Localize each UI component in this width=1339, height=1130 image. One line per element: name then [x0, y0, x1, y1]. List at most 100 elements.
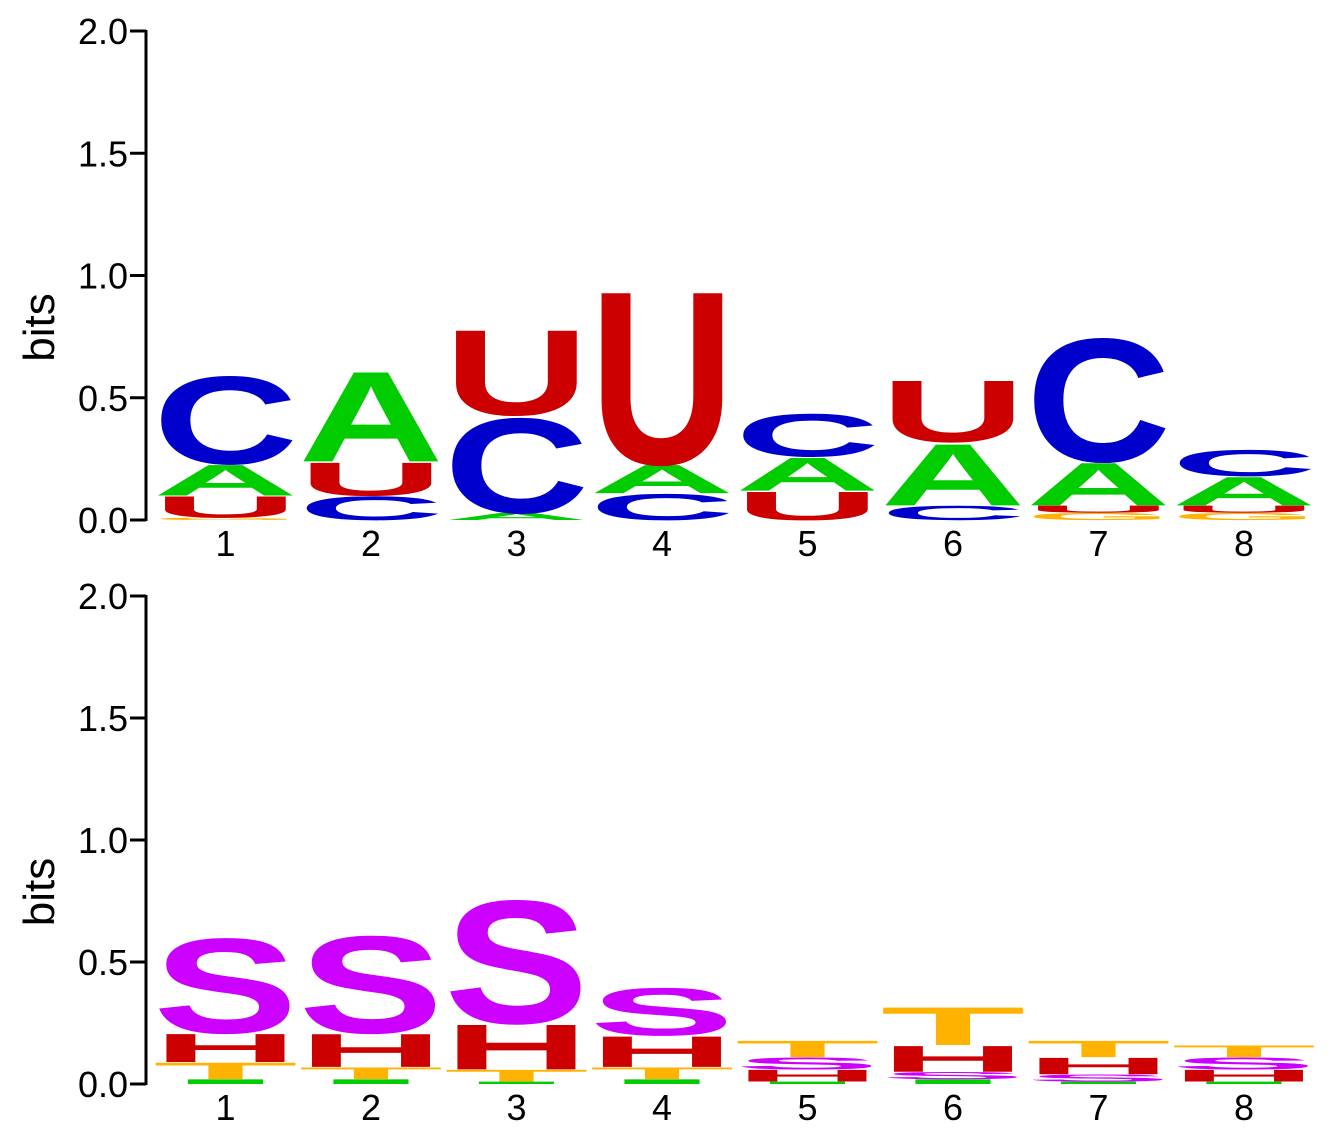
position-label: 4 [652, 1087, 672, 1128]
logo-letter-a: A [590, 456, 735, 502]
logo-letter-a: A [153, 455, 298, 505]
logo-letter-c: C [1172, 442, 1317, 484]
logo-letter-u: U [299, 453, 444, 506]
y-tick-label: 0.0 [78, 500, 128, 541]
position-label: 7 [1088, 1087, 1108, 1128]
position-label: 5 [797, 523, 817, 564]
position-label: 6 [943, 1087, 963, 1128]
logo-letter-i: I [444, 1081, 589, 1085]
logo-letter-u: U [1026, 503, 1171, 514]
position-label: 1 [215, 523, 235, 564]
logo-letter-h: H [735, 1066, 880, 1085]
logo-letter-t: T [590, 1064, 735, 1083]
letter-stack: CUA [299, 344, 444, 527]
logo-letter-t: T [444, 1066, 589, 1085]
logo-letter-t: T [153, 1058, 298, 1085]
y-tick-label: 1.0 [78, 256, 128, 297]
y-tick-label: 1.0 [78, 820, 128, 861]
logo-letter-t: T [881, 996, 1026, 1056]
logo-letter-s: S [1026, 1072, 1171, 1083]
position-label: 2 [361, 523, 381, 564]
logo-letter-h: H [153, 1025, 298, 1070]
logo-letter-c: C [735, 402, 880, 470]
logo-letter-u: U [1172, 503, 1317, 514]
logo-letter-h: H [1026, 1053, 1171, 1079]
logo-letter-t: T [1026, 1036, 1171, 1063]
y-tick-label: 1.5 [78, 133, 128, 174]
y-tick-label: 2.0 [78, 576, 128, 617]
logo-letter-h: H [881, 1038, 1026, 1080]
logo-letter-t: T [735, 1036, 880, 1063]
position-label: 8 [1234, 523, 1254, 564]
letter-stack: CAU [881, 362, 1026, 524]
position-label: 3 [506, 523, 526, 564]
logo-letter-s: S [881, 1070, 1026, 1081]
letter-stack: CAU [590, 240, 735, 528]
logo-letter-s: S [444, 864, 589, 1061]
logo-letter-u: U [735, 483, 880, 529]
logo-letter-i: I [590, 1078, 735, 1086]
logo-letter-i: I [153, 1078, 298, 1086]
logo-letter-s: S [735, 1054, 880, 1073]
y-tick-label: 1.5 [78, 698, 128, 739]
logo-letter-a: A [444, 511, 589, 522]
logo-letter-a: A [299, 344, 444, 489]
logo-letter-s: S [153, 911, 298, 1062]
logo-letter-c: C [1026, 303, 1171, 500]
logo-letter-i: I [299, 1078, 444, 1086]
logo-letter-i: I [735, 1081, 880, 1085]
y-axis-title: bits [15, 293, 64, 361]
logo-letter-s: S [590, 974, 735, 1050]
logo-letter-u: U [590, 240, 735, 517]
logo-letter-c: C [444, 391, 589, 542]
logo-letter-h: H [590, 1027, 735, 1076]
logo-letter-g: G [153, 517, 298, 521]
logo-letter-h: H [299, 1024, 444, 1077]
logo-letter-i: I [881, 1078, 1026, 1086]
logo-letter-g: G [1026, 511, 1171, 522]
logo-letter-a: A [881, 426, 1026, 524]
logo-letter-t: T [1172, 1042, 1317, 1061]
logo-letter-c: C [881, 502, 1026, 525]
logo-letter-h: H [1172, 1066, 1317, 1085]
y-tick-label: 2.0 [78, 11, 128, 52]
position-label: 8 [1234, 1087, 1254, 1128]
logo-letter-i: I [1172, 1081, 1317, 1085]
logo-letter-u: U [444, 305, 589, 441]
letter-stack: ACU [444, 305, 589, 542]
logo-letter-t: T [299, 1064, 444, 1083]
logo-letter-h: H [444, 1011, 589, 1083]
y-tick-label: 0.5 [78, 378, 128, 419]
y-axis-title: bits [15, 858, 64, 926]
logo-letter-c: C [590, 486, 735, 528]
position-label: 7 [1088, 523, 1108, 564]
logo-letter-g: G [1172, 511, 1317, 522]
position-label: 3 [506, 1087, 526, 1128]
logo-letter-a: A [1172, 468, 1317, 514]
position-label: 1 [215, 1087, 235, 1128]
letter-stack: UAC [735, 402, 880, 529]
logo-letter-a: A [1026, 451, 1171, 519]
logo-letter-u: U [153, 490, 298, 524]
y-tick-label: 0.0 [78, 1064, 128, 1105]
logo-letter-s: S [299, 907, 444, 1062]
position-label: 4 [652, 523, 672, 564]
logo-letter-c: C [153, 350, 298, 490]
position-label: 6 [943, 523, 963, 564]
logo-letter-u: U [881, 362, 1026, 460]
logo-letter-s: S [1172, 1054, 1317, 1073]
